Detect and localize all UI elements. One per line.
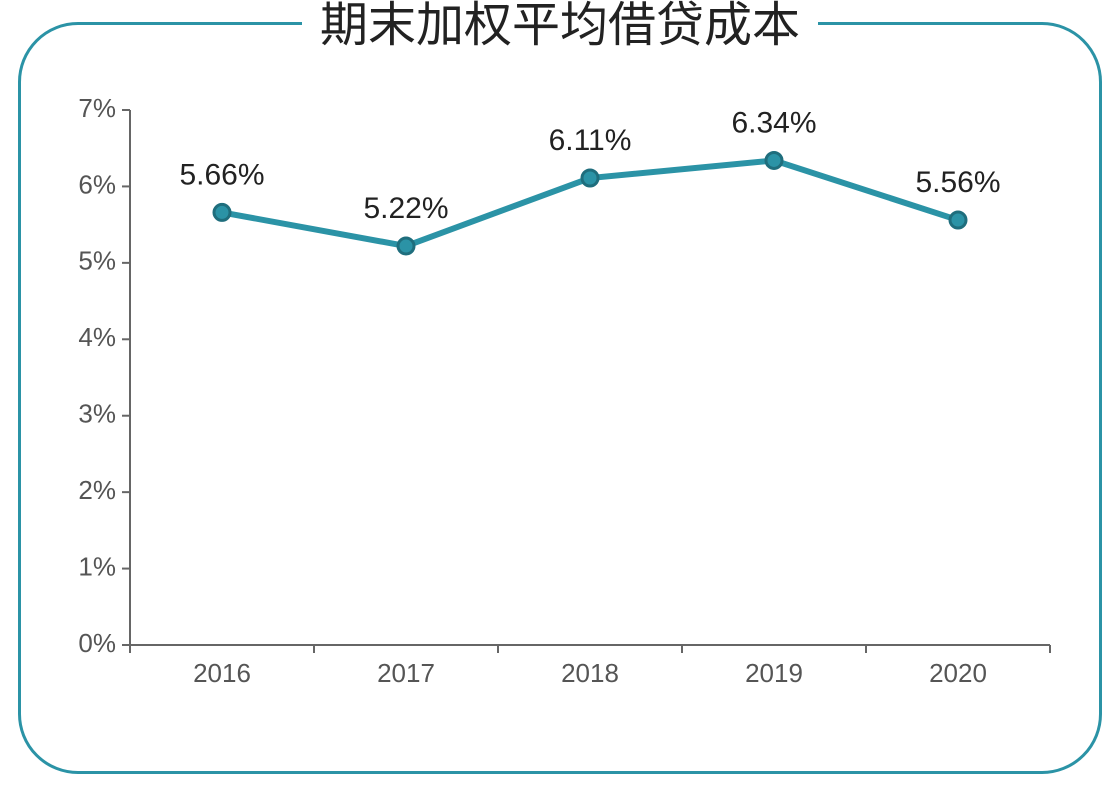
series-marker [214,204,230,220]
y-tick-label: 5% [78,246,116,276]
series-marker [950,212,966,228]
y-tick-label: 1% [78,551,116,581]
y-tick-label: 4% [78,322,116,352]
x-tick-label: 2018 [561,658,619,688]
chart-title: 期末加权平均借贷成本 [302,0,818,56]
y-tick-label: 6% [78,169,116,199]
series-marker [582,170,598,186]
series-marker [766,152,782,168]
y-tick-label: 3% [78,399,116,429]
y-tick-label: 0% [78,628,116,658]
point-label: 5.22% [363,192,448,225]
point-label: 5.56% [915,166,1000,199]
y-tick-label: 7% [78,93,116,123]
point-label: 6.34% [731,106,816,139]
x-tick-label: 2016 [193,658,251,688]
x-tick-label: 2019 [745,658,803,688]
x-tick-label: 2020 [929,658,987,688]
line-chart: 0% 1% 2% 3% 4% 5% 6% 7% 2016 2017 2018 2019 2020 5.66… [50,90,1070,710]
y-tick-label: 2% [78,475,116,505]
chart-svg: 0% 1% 2% 3% 4% 5% 6% 7% 2016 2017 2018 2019 2020 5.66… [50,90,1070,710]
point-label: 6.11% [549,124,632,157]
title-wrap: 期末加权平均借贷成本 [0,0,1120,60]
point-label: 5.66% [179,158,264,191]
series-marker [398,238,414,254]
x-tick-label: 2017 [377,658,435,688]
